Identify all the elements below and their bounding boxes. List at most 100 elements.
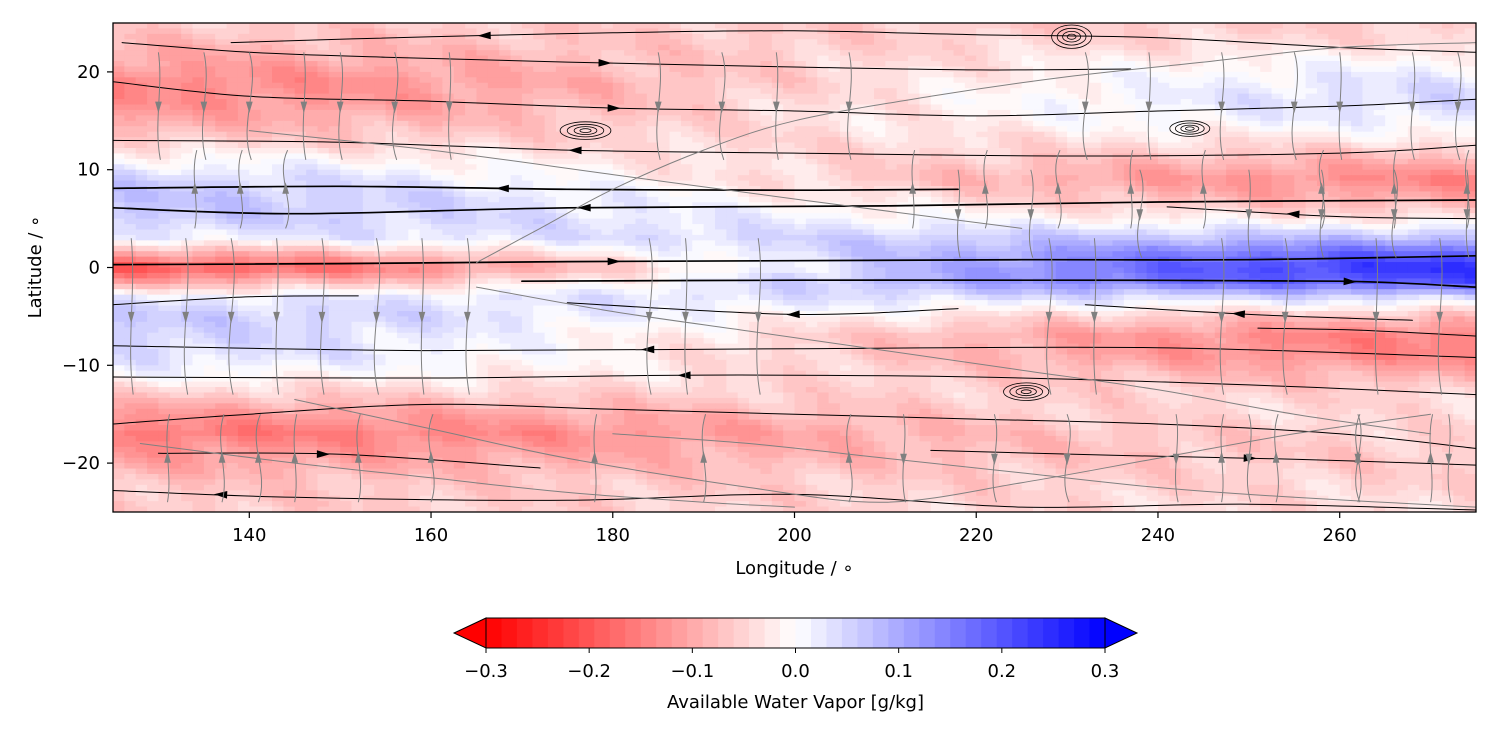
field-cell — [362, 196, 375, 203]
field-cell — [1146, 55, 1159, 62]
field-cell — [465, 142, 478, 149]
field-cell — [260, 202, 273, 209]
field-cell — [1419, 55, 1432, 62]
field-cell — [896, 147, 909, 154]
field-cell — [1385, 104, 1398, 111]
field-cell — [1441, 147, 1454, 154]
field-cell — [1294, 153, 1307, 160]
field-cell — [624, 99, 637, 106]
field-cell — [794, 82, 807, 89]
field-cell — [385, 218, 398, 225]
field-cell — [1226, 180, 1239, 187]
field-cell — [976, 82, 989, 89]
field-cell — [1089, 71, 1102, 78]
field-cell — [351, 234, 364, 241]
field-cell — [1328, 240, 1341, 247]
field-cell — [919, 126, 932, 133]
field-cell — [328, 153, 341, 160]
field-cell — [919, 234, 932, 241]
field-cell — [794, 50, 807, 57]
field-cell — [306, 39, 319, 46]
field-cell — [328, 66, 341, 73]
field-cell — [1282, 131, 1295, 138]
field-cell — [124, 33, 137, 40]
field-cell — [453, 180, 466, 187]
field-cell — [431, 196, 443, 203]
field-cell — [555, 196, 568, 203]
field-cell — [612, 158, 625, 165]
field-cell — [533, 224, 546, 231]
field-cell — [1396, 115, 1409, 122]
field-cell — [794, 33, 807, 40]
field-cell — [533, 202, 546, 209]
field-cell — [362, 169, 375, 176]
field-cell — [249, 240, 262, 247]
field-cell — [555, 147, 568, 154]
field-cell — [192, 224, 205, 231]
field-cell — [215, 234, 228, 241]
field-cell — [317, 71, 330, 78]
field-cell — [283, 234, 296, 241]
field-cell — [124, 82, 137, 89]
field-cell — [510, 229, 523, 236]
field-cell — [283, 147, 296, 154]
field-cell — [283, 93, 296, 100]
field-cell — [249, 213, 262, 220]
field-cell — [1464, 218, 1476, 225]
field-cell — [1135, 44, 1148, 51]
field-cell — [737, 88, 750, 95]
field-cell — [555, 82, 568, 89]
water-vapor-field — [113, 23, 1476, 512]
field-cell — [1430, 229, 1443, 236]
field-cell — [590, 55, 603, 62]
field-cell — [737, 164, 750, 171]
field-cell — [362, 213, 375, 220]
field-cell — [1305, 207, 1318, 214]
field-cell — [1351, 207, 1364, 214]
field-cell — [442, 66, 455, 73]
field-cell — [1214, 175, 1227, 182]
field-cell — [1328, 147, 1341, 154]
field-cell — [1328, 55, 1341, 62]
field-cell — [521, 44, 534, 51]
field-cell — [1078, 131, 1091, 138]
field-cell — [396, 23, 409, 30]
field-cell — [1362, 99, 1375, 106]
field-cell — [431, 169, 443, 176]
field-cell — [783, 186, 796, 193]
field-cell — [1248, 23, 1261, 30]
field-cell — [135, 234, 148, 241]
field-cell — [1294, 66, 1307, 73]
field-cell — [760, 224, 773, 231]
field-cell — [465, 169, 478, 176]
field-cell — [192, 158, 205, 165]
field-cell — [158, 186, 171, 193]
field-cell — [839, 23, 852, 30]
field-cell — [272, 50, 284, 57]
field-cell — [1453, 137, 1466, 144]
field-cell — [1226, 88, 1239, 95]
field-cell — [851, 99, 864, 106]
field-cell — [1316, 99, 1329, 106]
field-cell — [1192, 137, 1204, 144]
field-cell — [646, 164, 659, 171]
field-cell — [874, 196, 886, 203]
field-cell — [192, 82, 205, 89]
field-cell — [930, 61, 943, 68]
field-cell — [783, 131, 796, 138]
field-cell — [760, 186, 773, 193]
field-cell — [1464, 44, 1476, 51]
field-cell — [1453, 229, 1466, 236]
field-cell — [828, 147, 841, 154]
field-cell — [1419, 66, 1432, 73]
field-cell — [1362, 186, 1375, 193]
field-cell — [783, 39, 796, 46]
field-cell — [1464, 33, 1476, 40]
field-cell — [1464, 99, 1476, 106]
field-cell — [1135, 229, 1148, 236]
field-cell — [885, 99, 898, 106]
field-cell — [124, 213, 137, 220]
field-cell — [692, 147, 705, 154]
field-cell — [431, 126, 443, 133]
field-cell — [169, 218, 182, 225]
